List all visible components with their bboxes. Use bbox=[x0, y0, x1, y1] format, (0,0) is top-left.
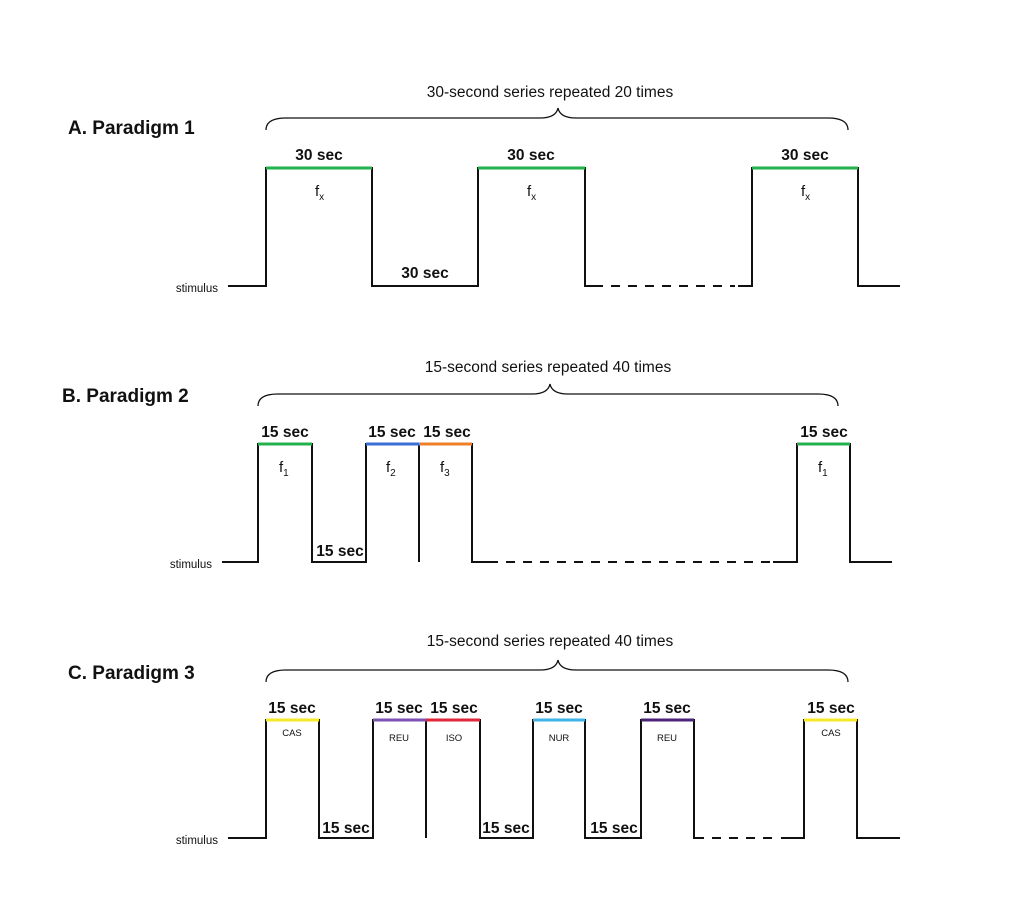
paradigm-2-waveform-end bbox=[773, 443, 892, 563]
paradigm-1-pulse-1-frequency: fx bbox=[315, 183, 324, 203]
paradigm-1-gap-duration: 30 sec bbox=[401, 265, 449, 282]
paradigm-2-brace-label: 15-second series repeated 40 times bbox=[425, 359, 672, 376]
paradigm-1-brace bbox=[265, 107, 849, 131]
paradigm-1-pulse-1-duration: 30 sec bbox=[295, 147, 343, 164]
paradigm-3-brace-label: 15-second series repeated 40 times bbox=[427, 633, 674, 650]
paradigm-1-brace-label: 30-second series repeated 20 times bbox=[427, 84, 674, 101]
paradigm-1-pulse-2-frequency: fx bbox=[527, 183, 536, 203]
paradigm-2-title: B. Paradigm 2 bbox=[62, 386, 189, 407]
paradigm-2-pulse-2-frequency: f2 bbox=[386, 459, 396, 479]
paradigm-3-stimulus-label: stimulus bbox=[176, 835, 218, 847]
paradigm-2-gap-duration: 15 sec bbox=[316, 543, 364, 560]
paradigm-1-waveform-end bbox=[738, 167, 900, 287]
paradigm-1-title: A. Paradigm 1 bbox=[68, 118, 195, 139]
paradigm-3: C. Paradigm 3 15-second series repeated … bbox=[68, 633, 900, 847]
paradigm-2-pulse-2-duration: 15 sec bbox=[368, 424, 416, 441]
paradigm-1-waveform bbox=[228, 167, 603, 287]
paradigm-2-pulse-4-duration: 15 sec bbox=[800, 424, 848, 441]
paradigm-3-pulse-3-duration: 15 sec bbox=[430, 700, 478, 717]
paradigm-1-pulse-3-duration: 30 sec bbox=[781, 147, 829, 164]
paradigm-2-pulse-1-frequency: f1 bbox=[279, 459, 289, 479]
paradigm-2-stimulus-label: stimulus bbox=[170, 559, 212, 571]
paradigm-3-pulse-5-code: REU bbox=[657, 733, 677, 744]
paradigm-2-brace bbox=[257, 383, 839, 407]
paradigm-3-gap-2-duration: 15 sec bbox=[482, 820, 530, 837]
paradigm-3-pulse-1-duration: 15 sec bbox=[268, 700, 316, 717]
paradigm-3-title: C. Paradigm 3 bbox=[68, 663, 195, 684]
paradigm-1-stimulus-label: stimulus bbox=[176, 283, 218, 295]
paradigm-3-pulse-4-code: NUR bbox=[549, 733, 570, 744]
paradigm-3-gap-3-duration: 15 sec bbox=[590, 820, 638, 837]
paradigm-1-pulse-2-duration: 30 sec bbox=[507, 147, 555, 164]
paradigm-1: A. Paradigm 1 30-second series repeated … bbox=[68, 84, 900, 295]
paradigm-2: B. Paradigm 2 15-second series repeated … bbox=[62, 359, 892, 571]
paradigm-3-pulse-2-duration: 15 sec bbox=[375, 700, 423, 717]
paradigm-3-pulse-2-code: REU bbox=[389, 733, 409, 744]
paradigm-3-pulse-4-duration: 15 sec bbox=[535, 700, 583, 717]
paradigm-2-pulse-1-duration: 15 sec bbox=[261, 424, 309, 441]
paradigm-3-pulse-6-code: CAS bbox=[821, 728, 841, 739]
paradigm-3-pulse-5-duration: 15 sec bbox=[643, 700, 691, 717]
paradigm-2-pulse-3-frequency: f3 bbox=[440, 459, 450, 479]
paradigm-3-pulse-6-duration: 15 sec bbox=[807, 700, 855, 717]
paradigm-3-gap-1-duration: 15 sec bbox=[322, 820, 370, 837]
paradigm-3-pulse-1-code: CAS bbox=[282, 728, 302, 739]
paradigm-2-pulse-3-duration: 15 sec bbox=[423, 424, 471, 441]
paradigm-3-pulse-3-code: ISO bbox=[446, 733, 462, 744]
paradigm-2-pulse-4-frequency: f1 bbox=[818, 459, 828, 479]
paradigm-3-brace bbox=[265, 659, 849, 683]
paradigm-1-pulse-3-frequency: fx bbox=[801, 183, 810, 203]
